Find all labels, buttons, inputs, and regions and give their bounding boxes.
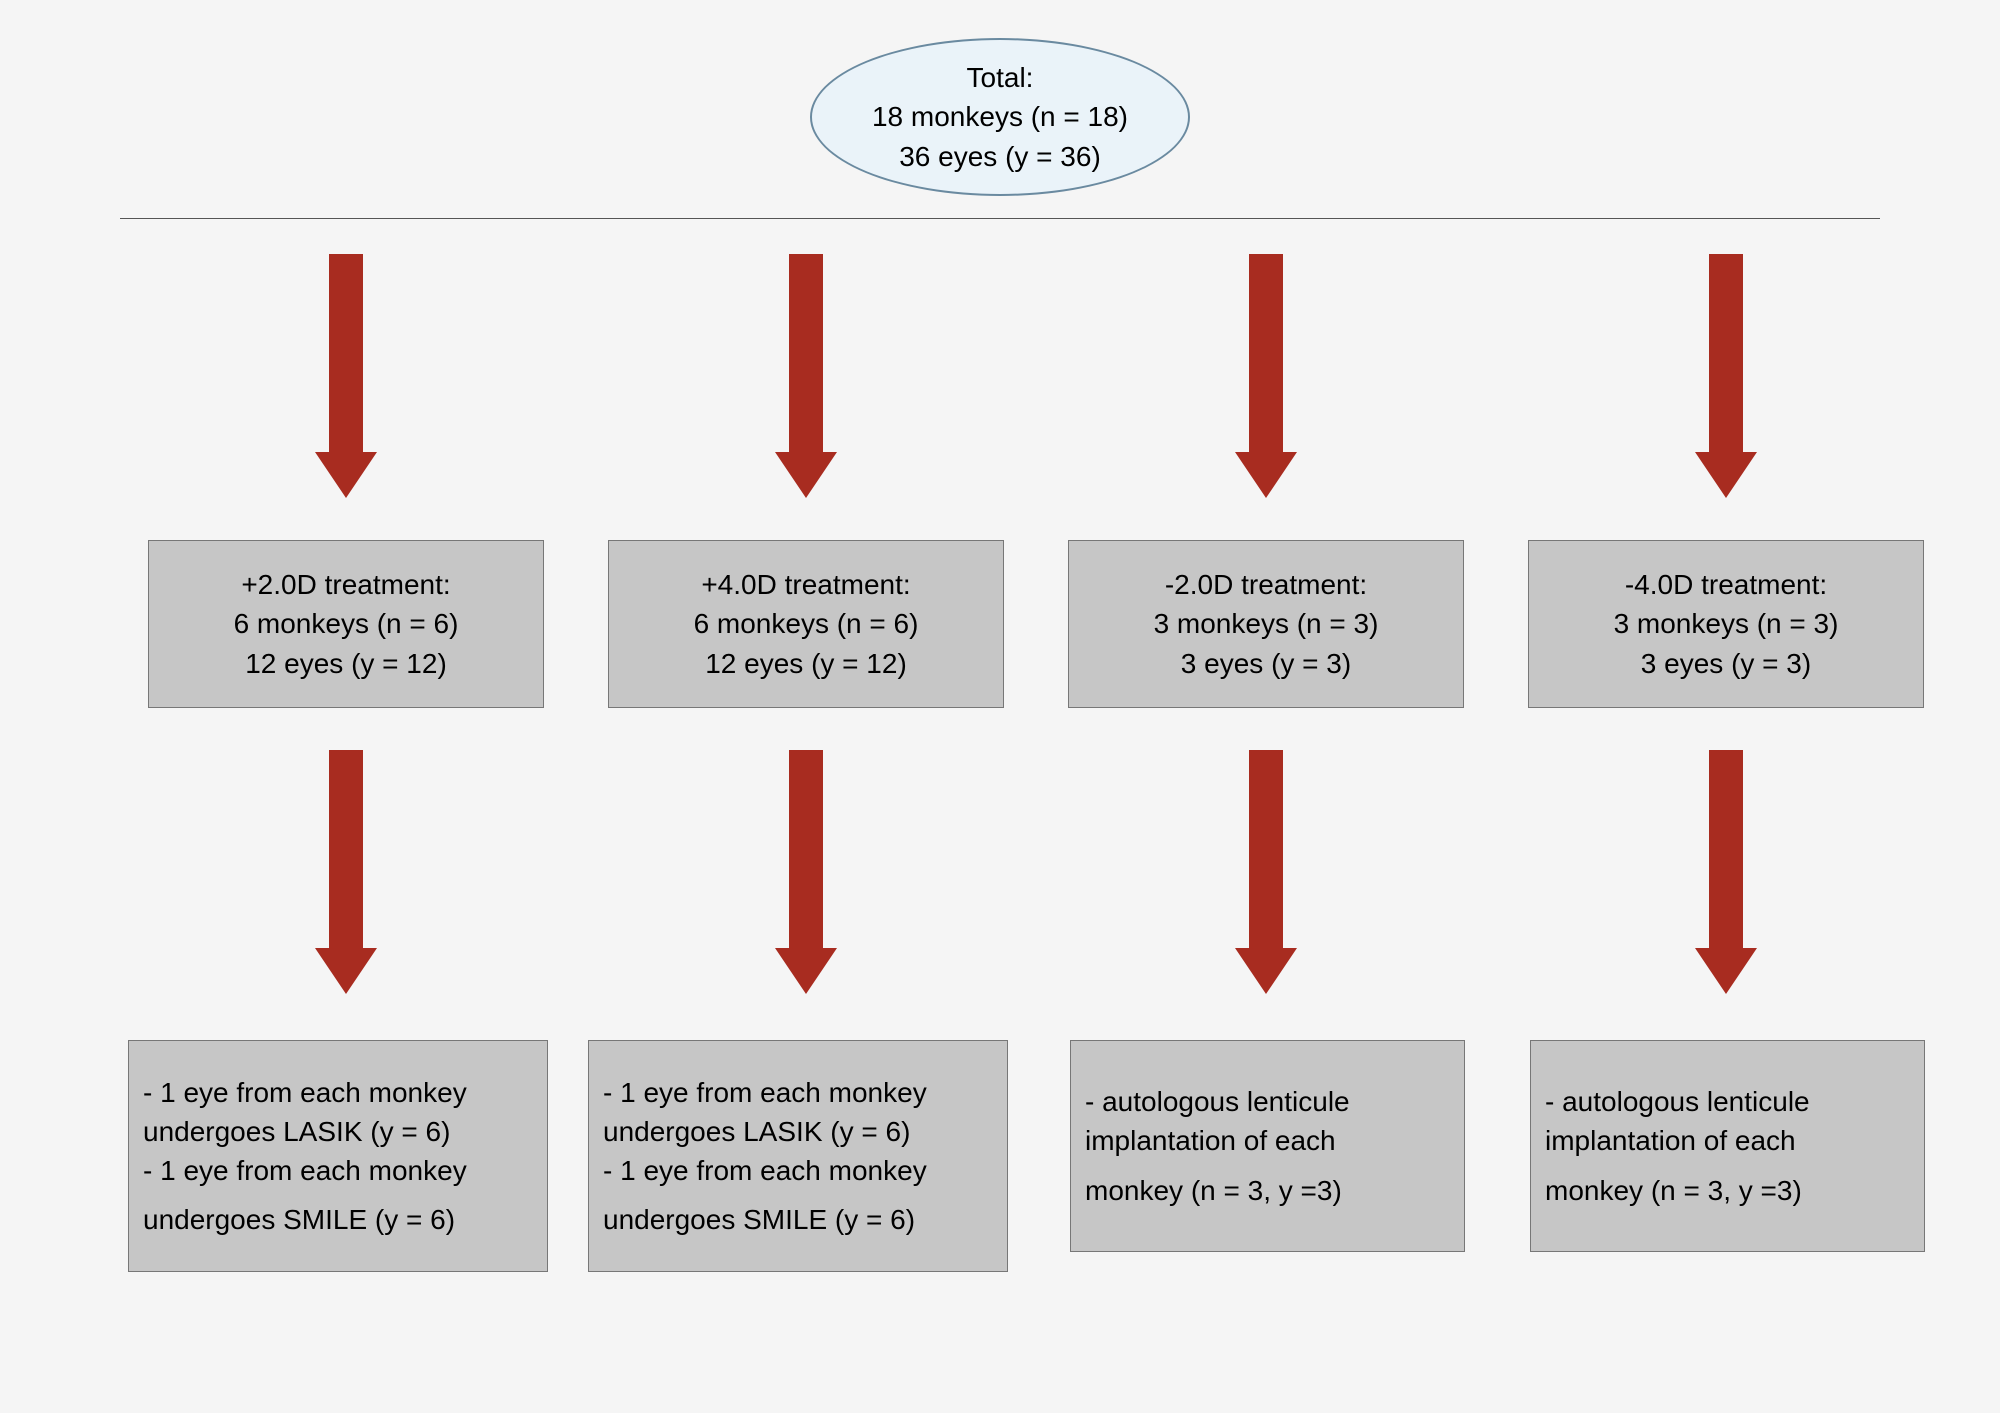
node-bot3-line-0: - autologous lenticule [1085,1082,1450,1121]
node-mid4-line-0: -4.0D treatment: [1543,565,1909,604]
node-bot4: - autologous lenticuleimplantation of ea… [1530,1040,1925,1252]
node-top: Total:18 monkeys (n = 18)36 eyes (y = 36… [810,38,1190,196]
node-mid2-line-2: 12 eyes (y = 12) [623,644,989,683]
node-mid1-line-0: +2.0D treatment: [163,565,529,604]
node-bot4-line-2: monkey (n = 3, y =3) [1545,1171,1910,1210]
node-bot4-line-1: implantation of each [1545,1121,1910,1160]
node-mid3-line-0: -2.0D treatment: [1083,565,1449,604]
node-top-line-0: Total: [967,58,1034,97]
node-bot1: - 1 eye from each monkeyundergoes LASIK … [128,1040,548,1272]
divider-line [120,218,1880,219]
node-bot3-line-2: monkey (n = 3, y =3) [1085,1171,1450,1210]
node-mid2-line-0: +4.0D treatment: [623,565,989,604]
a-mid-3 [1235,750,1297,994]
node-top-line-2: 36 eyes (y = 36) [899,137,1101,176]
a-top-3 [1235,254,1297,498]
node-bot1-line-1: undergoes LASIK (y = 6) [143,1112,533,1151]
node-mid3: -2.0D treatment:3 monkeys (n = 3)3 eyes … [1068,540,1464,708]
node-mid2: +4.0D treatment:6 monkeys (n = 6)12 eyes… [608,540,1004,708]
node-top-line-1: 18 monkeys (n = 18) [872,97,1128,136]
a-top-4 [1695,254,1757,498]
node-bot4-line-0: - autologous lenticule [1545,1082,1910,1121]
node-mid4-line-2: 3 eyes (y = 3) [1543,644,1909,683]
a-mid-1 [315,750,377,994]
a-top-2 [775,254,837,498]
node-bot2-line-3: undergoes SMILE (y = 6) [603,1200,993,1239]
flowchart-canvas: Total:18 monkeys (n = 18)36 eyes (y = 36… [0,0,2000,1413]
node-mid2-line-1: 6 monkeys (n = 6) [623,604,989,643]
a-mid-4 [1695,750,1757,994]
node-mid1-line-2: 12 eyes (y = 12) [163,644,529,683]
node-mid1: +2.0D treatment:6 monkeys (n = 6)12 eyes… [148,540,544,708]
node-bot1-line-2: - 1 eye from each monkey [143,1151,533,1190]
a-mid-2 [775,750,837,994]
node-bot2-line-2: - 1 eye from each monkey [603,1151,993,1190]
node-mid3-line-2: 3 eyes (y = 3) [1083,644,1449,683]
node-bot1-line-3: undergoes SMILE (y = 6) [143,1200,533,1239]
node-bot3: - autologous lenticuleimplantation of ea… [1070,1040,1465,1252]
node-mid4: -4.0D treatment:3 monkeys (n = 3)3 eyes … [1528,540,1924,708]
node-mid1-line-1: 6 monkeys (n = 6) [163,604,529,643]
node-bot2-line-0: - 1 eye from each monkey [603,1073,993,1112]
node-bot3-line-1: implantation of each [1085,1121,1450,1160]
a-top-1 [315,254,377,498]
node-bot1-line-0: - 1 eye from each monkey [143,1073,533,1112]
node-mid3-line-1: 3 monkeys (n = 3) [1083,604,1449,643]
node-bot2: - 1 eye from each monkeyundergoes LASIK … [588,1040,1008,1272]
node-bot2-line-1: undergoes LASIK (y = 6) [603,1112,993,1151]
node-mid4-line-1: 3 monkeys (n = 3) [1543,604,1909,643]
